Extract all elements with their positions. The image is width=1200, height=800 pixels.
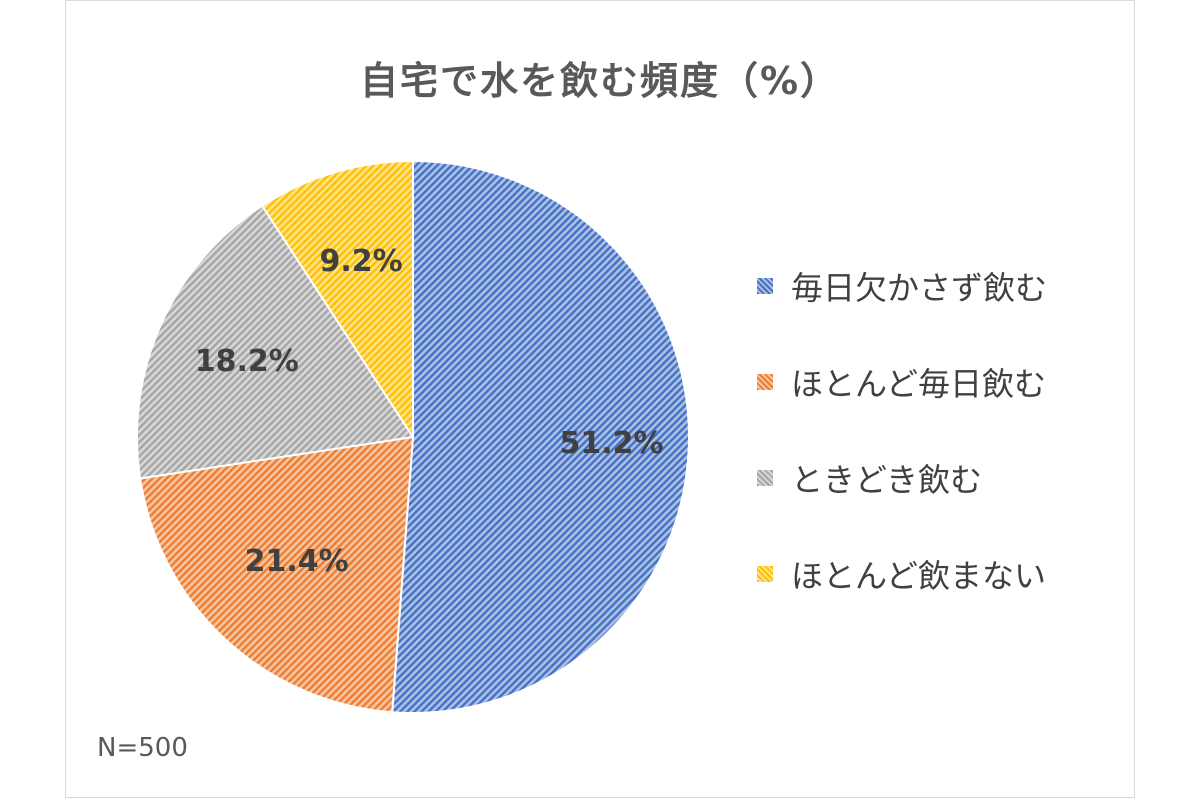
slice-daily-always (391, 159, 690, 714)
legend-label: ときどき飲む (791, 461, 983, 499)
sample-size-note: N=500 (97, 733, 188, 763)
legend-item: 毎日欠かさず飲む (757, 262, 1137, 310)
legend-label: 毎日欠かさず飲む (791, 269, 1048, 307)
slice-almost-daily (138, 435, 415, 714)
label-almost-daily: 21.4% (245, 544, 349, 579)
legend-swatch (757, 566, 773, 582)
label-rarely: 9.2% (319, 244, 402, 279)
legend-item: ほとんど飲まない (757, 550, 1137, 598)
chart-title: 自宅で水を飲む頻度（%） (359, 59, 841, 103)
legend-swatch (757, 470, 773, 486)
legend-item: ほとんど毎日飲む (757, 358, 1137, 406)
slice-sometimes (136, 204, 415, 480)
legend: 毎日欠かさず飲む ほとんど毎日飲む ときどき飲む ほとんど飲まない (757, 262, 1137, 646)
label-sometimes: 18.2% (195, 344, 299, 379)
legend-label: ほとんど毎日飲む (791, 365, 1047, 403)
legend-label: ほとんど飲まない (791, 557, 1047, 595)
legend-item: ときどき飲む (757, 454, 1137, 502)
slice-rarely (260, 159, 414, 441)
label-daily-always: 51.2% (560, 426, 664, 461)
legend-swatch (757, 278, 773, 294)
legend-swatch (757, 374, 773, 390)
